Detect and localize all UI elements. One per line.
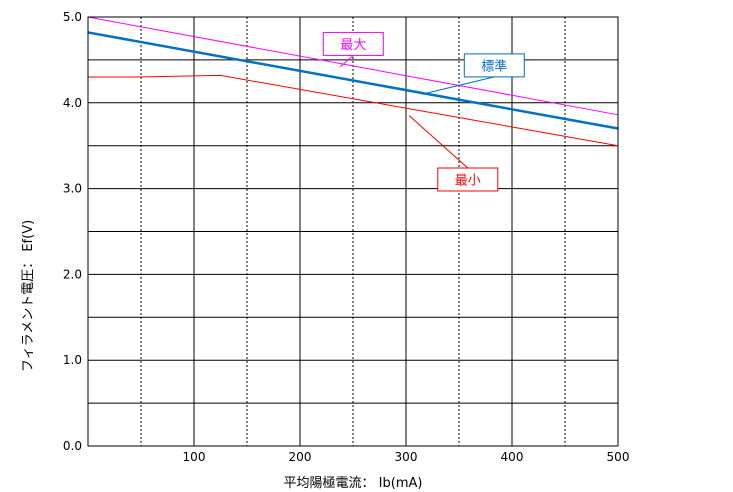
y-axis-title: フィラメント電圧： Ef(V) (21, 220, 36, 372)
callout-label: 標準 (481, 58, 507, 74)
callout-label: 最小 (455, 174, 481, 189)
y-tick-label: 0.0 (63, 439, 82, 453)
y-tick-label: 2.0 (63, 267, 82, 281)
series-line (88, 74, 619, 147)
callout-label: 最大 (340, 38, 366, 53)
y-tick-label: 5.0 (63, 10, 82, 24)
callout-leader (421, 76, 495, 95)
callout-box (463, 53, 525, 78)
callout-leader (408, 115, 469, 169)
series-lines (87, 16, 619, 147)
series-line (87, 31, 619, 130)
callout-leader (339, 55, 354, 68)
x-tick-label: 500 (607, 450, 630, 464)
y-tick-label: 1.0 (63, 353, 82, 367)
x-tick-label: 400 (501, 450, 524, 464)
callout-box (322, 31, 384, 56)
y-tick-label: 3.0 (63, 182, 82, 196)
tick-labels: 100 200 300 400 500 0.0 1.0 2.0 3.0 4.0 5.0 (63, 10, 630, 464)
plot-frame (87, 16, 619, 447)
x-tick-label: 300 (395, 450, 418, 464)
x-tick-label: 200 (289, 450, 312, 464)
x-axis-title: 平均陽極電流： Ib(mA) (284, 475, 423, 491)
series-line (87, 16, 619, 116)
y-tick-label: 4.0 (63, 96, 82, 110)
x-tick-label: 100 (183, 450, 206, 464)
callout-box (437, 167, 499, 192)
